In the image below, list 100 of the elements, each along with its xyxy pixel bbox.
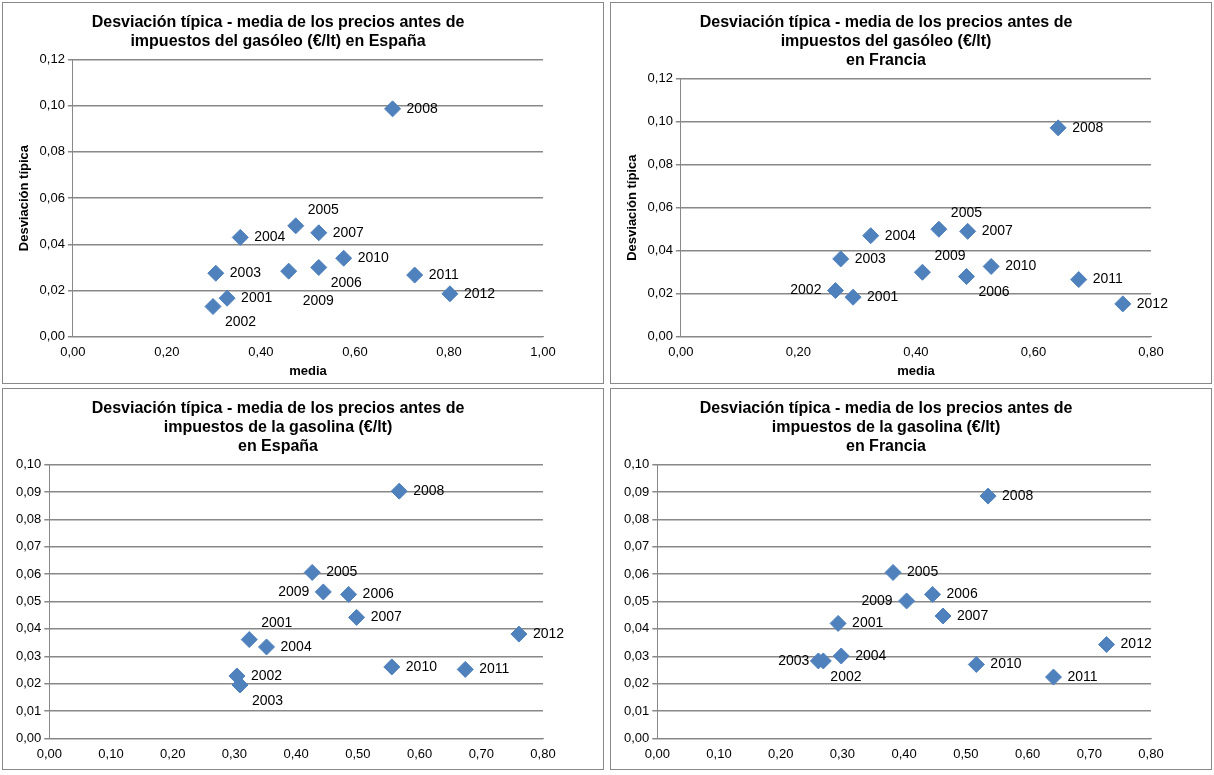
annotation: 2009 — [861, 591, 893, 608]
annotation: 2001 — [852, 614, 884, 631]
point — [826, 282, 844, 300]
point — [862, 227, 880, 245]
annotation: 2008 — [406, 99, 438, 116]
x-tick-label: 0,20 — [785, 344, 812, 360]
x-tick-label: 0,80 — [436, 344, 462, 360]
chart-title: Desviación típica - media de los precios antes de impuestos de la gasolina (€/lt) en Francia — [699, 399, 1073, 455]
annotation: 2008 — [413, 482, 445, 499]
annotation: 2008 — [1072, 118, 1104, 135]
annotation: 2007 — [370, 608, 402, 625]
x-tick-label: 0,20 — [154, 344, 180, 360]
annotation: 2006 — [330, 274, 363, 291]
x-axis-title: media — [289, 362, 328, 378]
point — [924, 585, 942, 603]
y-tick-label: 0,00 — [647, 328, 673, 344]
annotation: 2009 — [278, 582, 310, 599]
y-tick-label: 0,03 — [15, 647, 42, 663]
x-tick-label: 0,10 — [98, 745, 124, 761]
x-tick-label: 0,40 — [903, 344, 929, 360]
x-tick-label: 0,60 — [342, 344, 368, 360]
y-axis-title: Desviación típica — [16, 144, 32, 252]
annotation: 2011 — [1092, 270, 1124, 287]
x-tick-label: 0,00 — [60, 344, 86, 360]
y-tick-label: 0,09 — [15, 483, 42, 499]
y-tick-label: 0,05 — [15, 593, 42, 609]
y-tick-label: 0,04 — [39, 235, 65, 251]
annotation: 2001 — [261, 614, 293, 631]
point — [314, 583, 332, 601]
x-tick-label: 0,70 — [1076, 745, 1102, 761]
point — [218, 289, 236, 307]
point — [441, 285, 459, 303]
point — [390, 482, 408, 500]
y-tick-label: 0,07 — [623, 538, 650, 554]
x-tick-label: 0,30 — [221, 745, 248, 761]
point — [913, 263, 931, 281]
annotation: 2008 — [1002, 486, 1034, 503]
point — [204, 298, 222, 316]
annotation: 2002 — [250, 666, 283, 683]
y-tick-label: 0,10 — [647, 113, 673, 129]
annotation: 2012 — [532, 624, 565, 641]
point — [957, 268, 975, 286]
annotation: 2007 — [981, 222, 1014, 239]
x-tick-label: 0,80 — [530, 745, 556, 761]
x-tick-label: 0,60 — [1020, 344, 1047, 360]
point — [934, 607, 952, 625]
annotation: 2009 — [302, 292, 335, 309]
annotation: 2010 — [990, 655, 1022, 672]
point — [982, 257, 1000, 275]
point — [335, 249, 353, 267]
annotation: 2010 — [405, 657, 438, 674]
y-tick-label: 0,02 — [15, 675, 42, 691]
annotation: 2004 — [884, 226, 917, 243]
point — [959, 222, 977, 240]
annotation: 2012 — [463, 284, 496, 301]
x-tick-label: 0,80 — [1138, 344, 1164, 360]
y-tick-label: 0,07 — [15, 538, 42, 554]
annotation: 2004 — [254, 228, 286, 245]
y-tick-label: 0,10 — [623, 456, 650, 472]
annotation: 2003 — [251, 691, 284, 708]
point — [258, 638, 276, 656]
point — [340, 585, 358, 603]
chart-title: Desviación típica - media de los precios antes de impuestos del gasóleo (€/lt) en España — [91, 13, 465, 50]
annotation: 2003 — [778, 651, 810, 668]
y-tick-label: 0,05 — [623, 593, 650, 609]
point — [310, 224, 328, 242]
point — [383, 658, 401, 676]
x-tick-label: 0,20 — [160, 745, 186, 761]
point — [844, 288, 862, 306]
chart-title: Desviación típica - media de los precios antes de impuestos de la gasolina (€/lt) en España — [91, 399, 465, 455]
x-tick-label: 0,80 — [1138, 745, 1164, 761]
point — [832, 250, 850, 268]
point — [1044, 668, 1062, 686]
x-tick-label: 0,50 — [953, 745, 979, 761]
y-tick-label: 0,06 — [15, 565, 42, 581]
y-tick-label: 0,09 — [623, 483, 650, 499]
annotation: 2003 — [229, 264, 262, 281]
y-tick-label: 0,02 — [39, 282, 65, 298]
annotation: 2007 — [332, 223, 365, 240]
point — [231, 228, 249, 246]
point — [406, 266, 424, 284]
point — [240, 631, 258, 649]
annotation: 2006 — [978, 283, 1010, 300]
point — [1098, 635, 1116, 653]
x-axis-title: media — [897, 362, 936, 378]
annotation: 2005 — [326, 563, 358, 580]
annotation: 2010 — [1005, 257, 1037, 274]
annotation: 2007 — [957, 606, 989, 623]
point — [348, 608, 366, 626]
x-tick-label: 0,10 — [706, 745, 732, 761]
annotation: 2002 — [224, 313, 257, 330]
y-tick-label: 0,08 — [647, 156, 673, 172]
y-tick-label: 0,04 — [15, 620, 42, 636]
x-tick-label: 0,60 — [406, 745, 433, 761]
annotation: 2006 — [362, 585, 394, 602]
point — [832, 647, 850, 665]
y-tick-label: 0,04 — [647, 242, 673, 258]
y-tick-label: 0,00 — [15, 729, 42, 745]
y-tick-label: 0,06 — [623, 565, 650, 581]
x-tick-label: 0,50 — [345, 745, 371, 761]
